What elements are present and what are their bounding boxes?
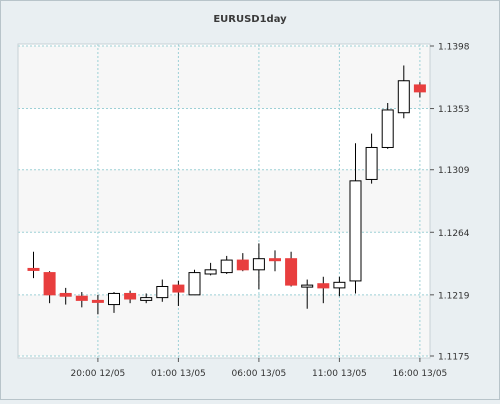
candle — [285, 251, 298, 287]
candle — [220, 255, 233, 274]
x-tick-label: 16:00 13/05 — [393, 369, 448, 379]
candle-body-up — [220, 259, 233, 274]
candle-body-up — [301, 284, 314, 288]
candle — [397, 65, 410, 119]
candle — [108, 292, 120, 313]
candle — [188, 269, 201, 296]
axes — [17, 43, 431, 359]
candle-body-down — [91, 299, 104, 303]
candle — [413, 82, 426, 98]
candle-body-up — [397, 80, 410, 114]
x-axis-ticks: 20:00 12/05 01:00 13/05 06:00 13/05 11:00 1… — [71, 358, 448, 379]
y-tick-label: 1.1264 — [438, 229, 470, 239]
candle — [381, 102, 394, 149]
candle-body-up — [156, 285, 169, 299]
y-tick-label: 1.1398 — [438, 43, 470, 53]
candle-body-down — [124, 292, 137, 300]
y-tick-label: 1.1309 — [438, 166, 470, 176]
candle — [140, 293, 153, 304]
candle — [172, 280, 185, 306]
candle-body-up — [381, 109, 394, 148]
plot-border — [17, 43, 431, 359]
x-tick-label: 01:00 13/05 — [151, 369, 206, 379]
grid-lines — [18, 44, 430, 358]
candle-body-down — [43, 272, 56, 296]
candle-body-down — [27, 267, 40, 271]
candle-body-up — [252, 258, 265, 271]
candle-body-up — [188, 272, 201, 296]
x-tick-label: 11:00 13/05 — [312, 369, 367, 379]
candle — [333, 276, 346, 297]
candle — [59, 287, 72, 305]
grid-band — [18, 294, 430, 356]
candle-body-up — [204, 269, 217, 275]
x-tick-label: 20:00 12/05 — [71, 369, 126, 379]
y-tick-label: 1.1353 — [438, 105, 470, 115]
candles — [27, 65, 426, 315]
x-tick-label: 06:00 13/05 — [232, 369, 287, 379]
candle — [91, 294, 104, 315]
candle-body-down — [285, 258, 298, 286]
candle-body-down — [413, 84, 426, 93]
candle — [124, 290, 137, 304]
candle — [252, 243, 265, 290]
plot-background — [18, 44, 430, 358]
candle-body-down — [269, 258, 281, 262]
candle — [301, 279, 314, 309]
candle — [27, 251, 40, 279]
candle-body-down — [59, 292, 72, 297]
candle — [236, 253, 249, 272]
candle-body-down — [317, 283, 330, 289]
y-tick-label: 1.1175 — [438, 353, 470, 363]
candle — [317, 276, 330, 304]
candle — [365, 133, 378, 184]
candle — [269, 250, 281, 272]
candle — [349, 143, 362, 294]
candle-body-down — [172, 284, 185, 293]
candle — [75, 292, 88, 308]
candle-body-up — [333, 281, 346, 289]
chart-title: EURUSD1day — [213, 14, 287, 25]
y-axis-ticks: 1.1398 1.1353 1.1309 1.1264 1.1219 1.1175 — [430, 43, 470, 363]
candle — [156, 279, 169, 302]
candle-body-down — [75, 295, 88, 301]
candle — [43, 271, 56, 304]
candle-body-up — [140, 297, 153, 301]
y-tick-label: 1.1219 — [438, 291, 470, 301]
grid-band — [18, 46, 430, 109]
candle-body-up — [349, 180, 362, 282]
candle-body-up — [108, 292, 120, 306]
candle-body-down — [236, 259, 249, 271]
candle-body-up — [365, 146, 378, 180]
candle — [204, 262, 217, 276]
